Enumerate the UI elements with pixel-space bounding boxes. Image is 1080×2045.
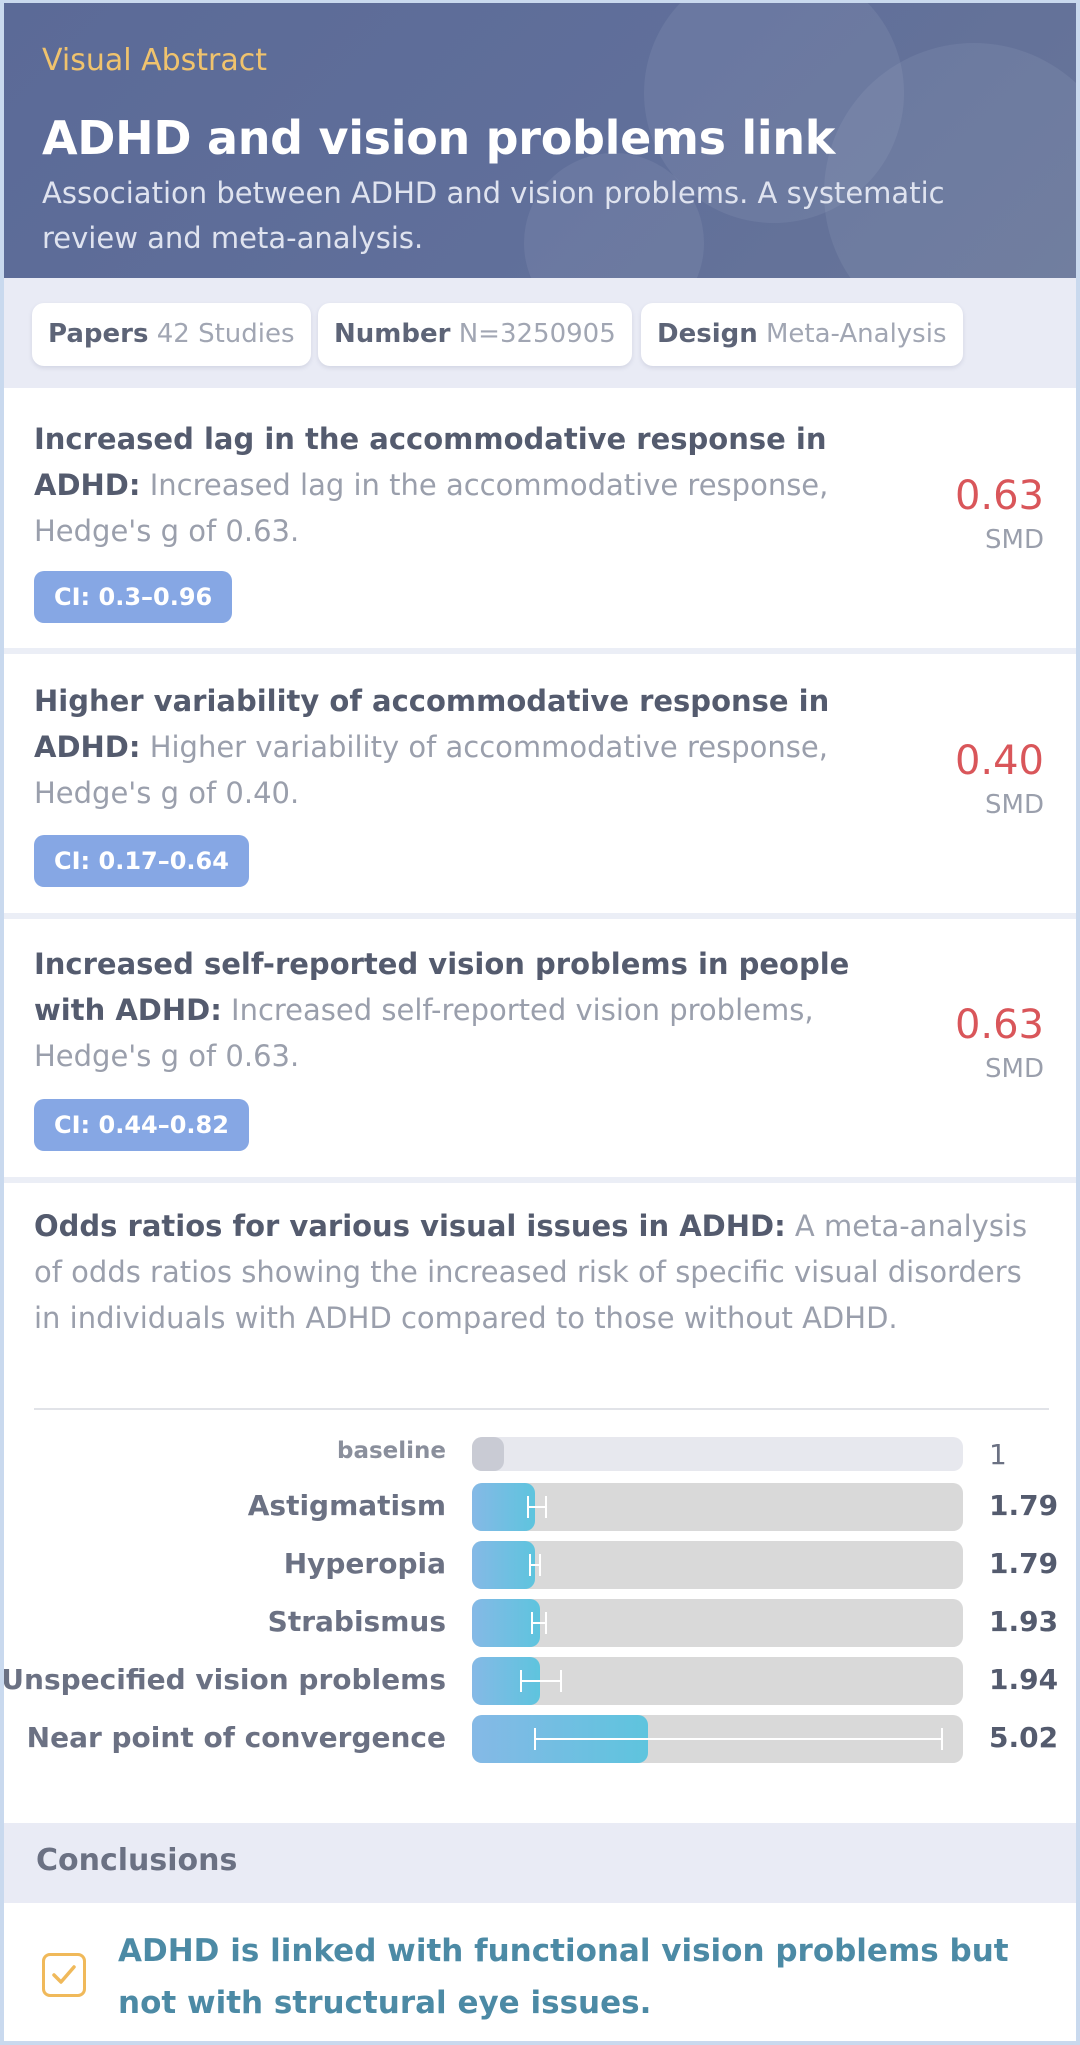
- stat-design: Design Meta-Analysis: [641, 303, 963, 366]
- stat-key: Design: [657, 319, 758, 349]
- ci-whisker-cap: [520, 1670, 523, 1692]
- finding-text: Increased self-reported vision problems …: [34, 941, 914, 1079]
- ci-badge: CI: 0.3–0.96: [34, 571, 233, 623]
- bar: [472, 1541, 535, 1589]
- effect-size: 0.63 SMD: [955, 1002, 1044, 1084]
- bar-track: [472, 1541, 963, 1589]
- finding-text: Increased lag in the accommodative respo…: [34, 416, 914, 554]
- checkbox-icon: [42, 1953, 86, 1997]
- finding-card: Increased self-reported vision problems …: [4, 919, 1076, 1177]
- ci-whisker-cap: [527, 1496, 530, 1518]
- row-label: Strabismus: [267, 1605, 446, 1638]
- effect-value: 0.63: [954, 1002, 1044, 1048]
- bar-value-label: 1.94: [989, 1663, 1059, 1696]
- row-label: Hyperopia: [283, 1547, 446, 1580]
- finding-heading: Increased self-reported vision problems …: [34, 947, 850, 1027]
- divider: [34, 1408, 1049, 1410]
- ci-whisker-cap: [544, 1612, 547, 1634]
- stat-papers: Papers 42 Studies: [32, 303, 311, 366]
- finding-card: Increased lag in the accommodative respo…: [4, 388, 1076, 648]
- bar-value-label: 1.79: [989, 1489, 1059, 1522]
- finding-body: Higher variability of accommodative resp…: [34, 730, 828, 810]
- effect-unit: SMD: [985, 525, 1044, 555]
- stat-key: Papers: [48, 319, 149, 349]
- bar-value-label: 1: [989, 1438, 1007, 1471]
- bar-value-label: 1.79: [989, 1547, 1059, 1580]
- page-title: ADHD and vision problems link: [42, 111, 836, 165]
- finding-card: Higher variability of accommodative resp…: [4, 654, 1076, 913]
- effect-value: 0.40: [954, 738, 1044, 784]
- row-label: Near point of convergence: [26, 1721, 446, 1754]
- odds-body: A meta-analysis of odds ratios showing t…: [34, 1209, 1028, 1335]
- ci-whisker-cap: [530, 1612, 533, 1634]
- ci-whisker-cap: [539, 1554, 542, 1576]
- eyebrow-label: Visual Abstract: [42, 43, 268, 78]
- ci-whisker: [529, 1564, 541, 1566]
- stat-number: Number N=3250905: [318, 303, 632, 366]
- odds-heading: Odds ratios for various visual issues in…: [34, 1209, 786, 1243]
- conclusions-heading: Conclusions: [36, 1843, 238, 1878]
- bar-value-label: 5.02: [989, 1721, 1059, 1754]
- bar-track: [472, 1715, 963, 1763]
- ci-whisker-cap: [544, 1496, 547, 1518]
- stat-key: Number: [334, 319, 451, 349]
- finding-body: Increased self-reported vision problems,…: [34, 993, 814, 1073]
- ci-whisker: [535, 1738, 942, 1740]
- bar-track: [472, 1657, 963, 1705]
- ci-whisker-cap: [940, 1728, 943, 1750]
- odds-description: Odds ratios for various visual issues in…: [34, 1203, 1044, 1341]
- checkmark-icon: [52, 1965, 76, 1984]
- stats-bar: Papers 42 Studies Number N=3250905 Desig…: [4, 278, 1076, 388]
- conclusions-body: ADHD is linked with functional vision pr…: [4, 1903, 1076, 2041]
- finding-heading: Increased lag in the accommodative respo…: [34, 422, 827, 502]
- bar-track: [472, 1437, 963, 1471]
- effect-unit: SMD: [985, 1054, 1044, 1084]
- ci-whisker-cap: [534, 1728, 537, 1750]
- decorative-background: [644, 3, 904, 223]
- ci-badge: CI: 0.44–0.82: [34, 1099, 249, 1151]
- bar: [472, 1599, 540, 1647]
- finding-heading: Higher variability of accommodative resp…: [34, 684, 830, 764]
- bar-track: [472, 1483, 963, 1531]
- divider: [4, 1177, 1076, 1183]
- row-label: baseline: [336, 1438, 446, 1464]
- bar-value-label: 1.93: [989, 1605, 1059, 1638]
- effect-value: 0.63: [954, 473, 1044, 519]
- bar: [472, 1483, 535, 1531]
- finding-text: Higher variability of accommodative resp…: [34, 678, 914, 816]
- conclusions-header: Conclusions: [4, 1823, 1076, 1903]
- effect-size: 0.63 SMD: [955, 473, 1044, 555]
- bar-track: [472, 1599, 963, 1647]
- row-label: Astigmatism: [247, 1489, 446, 1522]
- stat-value: 42 Studies: [156, 319, 295, 349]
- finding-body: Increased lag in the accommodative respo…: [34, 468, 829, 548]
- effect-size: 0.40 SMD: [955, 738, 1044, 820]
- ci-whisker-cap: [560, 1670, 563, 1692]
- header-banner: Visual Abstract ADHD and vision problems…: [4, 3, 1076, 278]
- ci-whisker: [528, 1506, 546, 1508]
- ci-whisker: [531, 1622, 546, 1624]
- ci-whisker: [521, 1680, 562, 1682]
- ci-whisker-cap: [528, 1554, 531, 1576]
- bar: [472, 1437, 504, 1471]
- row-label: Unspecified vision problems: [1, 1663, 446, 1696]
- divider: [4, 648, 1076, 654]
- ci-badge: CI: 0.17–0.64: [34, 835, 249, 887]
- conclusion-text: ADHD is linked with functional vision pr…: [118, 1933, 1009, 2021]
- divider: [4, 913, 1076, 919]
- stat-value: N=3250905: [458, 319, 616, 349]
- page-subtitle: Association between ADHD and vision prob…: [42, 176, 945, 255]
- stat-value: Meta-Analysis: [766, 319, 947, 349]
- effect-unit: SMD: [985, 790, 1044, 820]
- odds-ratio-chart: baseline 1 Astigmatism 1.79 Hyperopia 1.79 Str…: [4, 1423, 1076, 1773]
